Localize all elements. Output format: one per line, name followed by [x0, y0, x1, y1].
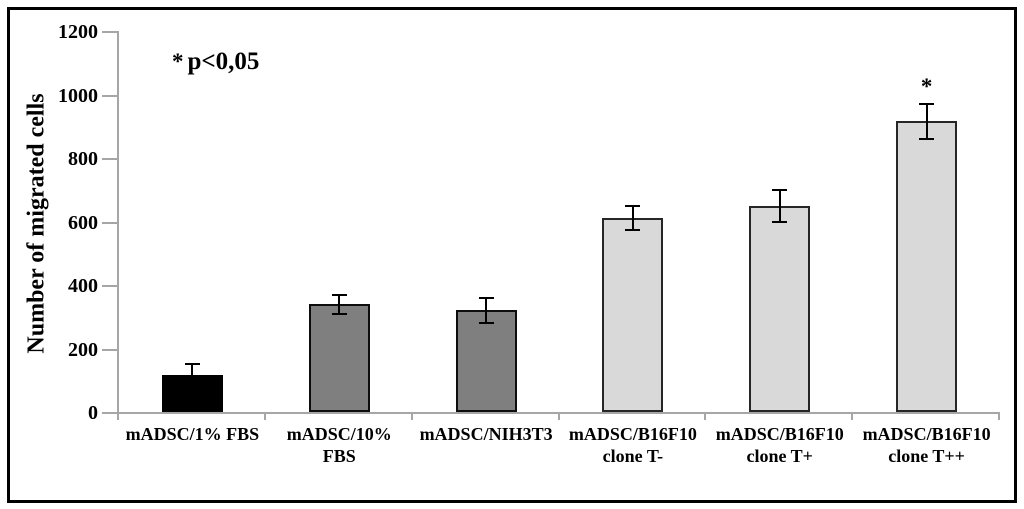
x-tick-mark	[557, 414, 560, 420]
y-axis-line	[117, 31, 119, 414]
x-category-label: mADSC/10% FBS	[262, 423, 417, 467]
error-bar-line	[338, 294, 341, 314]
bar-6	[896, 121, 958, 412]
x-axis-line	[117, 412, 1000, 414]
y-tick-label: 800	[68, 148, 98, 170]
x-category-label: mADSC/1% FBS	[115, 423, 270, 445]
x-category-label: mADSC/B16F10 clone T+	[702, 423, 857, 467]
x-category-label-line: mADSC/1% FBS	[125, 424, 260, 444]
error-bar-cap-top	[625, 205, 641, 208]
y-tick-mark	[102, 221, 117, 224]
error-bar-cap-top	[919, 103, 935, 106]
x-category-label-line: mADSC/NIH3T3	[419, 424, 553, 444]
y-tick-mark	[102, 285, 117, 287]
x-category-label-line: mADSC/B16F10	[862, 424, 991, 444]
x-tick-mark	[704, 414, 707, 420]
y-tick-mark	[102, 94, 117, 97]
error-bar-cap-bottom	[478, 322, 494, 325]
y-tick-label: 600	[68, 211, 98, 234]
y-tick-label: 1200	[58, 21, 98, 43]
error-bar-line	[778, 189, 781, 222]
x-category-label-line: FBS	[322, 446, 356, 466]
error-bar-line	[485, 297, 488, 324]
x-tick-mark	[410, 414, 413, 420]
y-tick-mark	[102, 31, 117, 33]
x-category-label-line: mADSC/10%	[286, 424, 392, 444]
x-category-label-line: clone T-	[602, 446, 664, 466]
x-tick-mark	[998, 414, 1000, 420]
error-bar-line	[631, 206, 634, 231]
x-category-label: mADSC/NIH3T3	[409, 423, 564, 445]
x-category-label-line: mADSC/B16F10	[568, 424, 697, 444]
y-tick-mark	[102, 348, 117, 351]
error-bar-cap-bottom	[919, 137, 935, 140]
significance-legend: * p<0,05	[172, 48, 259, 76]
bar-3	[455, 310, 517, 412]
error-bar-cap-bottom	[772, 220, 788, 223]
error-bar-cap-top	[478, 296, 494, 299]
error-bar-cap-bottom	[184, 385, 200, 388]
x-category-label: mADSC/B16F10 clone T++	[849, 423, 1004, 467]
bar-2	[308, 304, 370, 412]
significance-legend-star: *	[172, 49, 184, 74]
x-category-label-line: clone T+	[746, 446, 813, 466]
error-bar-cap-bottom	[625, 229, 641, 232]
y-tick-label: 0	[88, 402, 98, 424]
y-tick-label: 400	[68, 275, 98, 297]
x-category-label: mADSC/B16F10 clone T-	[556, 423, 711, 467]
x-tick-mark	[263, 414, 266, 420]
bar-4	[602, 218, 664, 412]
x-category-label-line: clone T++	[888, 446, 965, 466]
error-bar-cap-top	[772, 188, 788, 191]
x-tick-mark	[117, 414, 119, 420]
significance-star: *	[920, 74, 933, 100]
y-tick-mark	[102, 158, 117, 160]
error-bar-line	[191, 364, 194, 387]
bar-5	[749, 205, 811, 412]
error-bar-line	[925, 104, 928, 139]
error-bar-cap-bottom	[331, 312, 347, 315]
x-tick-mark	[851, 414, 854, 420]
y-tick-label: 1000	[58, 84, 98, 107]
x-category-label-line: mADSC/B16F10	[715, 424, 844, 444]
significance-legend-text: p<0,05	[187, 48, 260, 75]
error-bar-cap-top	[184, 363, 200, 366]
y-tick-label: 200	[68, 338, 98, 361]
y-tick-mark	[102, 412, 117, 414]
error-bar-cap-top	[331, 293, 347, 296]
